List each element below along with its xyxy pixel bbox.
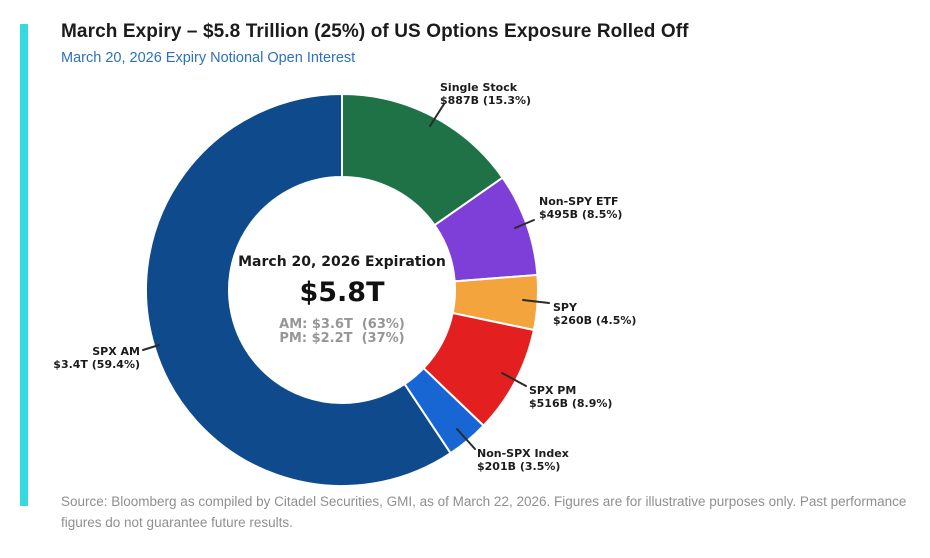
leader-lines — [142, 103, 550, 450]
donut-segment-spx-am — [145, 93, 452, 487]
leader-line-spx-am — [142, 344, 160, 351]
segment-label-name: SPX PM — [529, 384, 577, 397]
page-title: March Expiry – $5.8 Trillion (25%) of US… — [61, 21, 689, 42]
donut-center-label: March 20, 2026 Expiration $5.8T AM: $3.6… — [192, 254, 492, 347]
segment-label-spx-pm: SPX PM $516B (8.9%) — [529, 384, 612, 411]
leader-line-spy — [522, 299, 550, 304]
leader-line-spx-pm — [501, 372, 527, 387]
center-am-line: AM: $3.6T (63%) — [279, 317, 405, 332]
segment-label-spy: SPY $260B (4.5%) — [553, 301, 636, 328]
segment-label-value: $495B (8.5%) — [539, 208, 623, 222]
leader-line-non-spy-etf — [514, 219, 535, 229]
segment-label-non-spx-index: Non-SPX Index $201B (3.5%) — [477, 447, 569, 474]
segment-label-name: SPX AM — [92, 345, 140, 358]
segment-label-spx-am: SPX AM $3.4T (59.4%) — [18, 345, 140, 372]
segment-label-value: $516B (8.9%) — [529, 397, 613, 411]
segment-label-name: Single Stock — [440, 81, 518, 94]
page-subtitle: March 20, 2026 Expiry Notional Open Inte… — [61, 50, 356, 66]
segment-label-non-spy-etf: Non-SPY ETF $495B (8.5%) — [539, 195, 622, 222]
donut-segments — [145, 93, 539, 487]
segment-label-name: SPY — [553, 301, 577, 314]
segment-label-name: Non-SPY ETF — [539, 195, 619, 208]
segment-label-value: $887B (15.3%) — [440, 94, 532, 108]
segment-label-single-stock: Single Stock $887B (15.3%) — [440, 81, 531, 108]
center-pm-line: PM: $2.2T (37%) — [279, 331, 405, 347]
source-note: Source: Bloomberg as compiled by Citadel… — [61, 494, 907, 530]
segment-label-value: $3.4T (59.4%) — [53, 358, 140, 372]
accent-bar — [20, 24, 28, 506]
leader-line-non-spx-index — [456, 428, 476, 450]
segment-label-value: $260B (4.5%) — [553, 314, 637, 328]
center-heading: March 20, 2026 Expiration — [238, 254, 446, 270]
leader-line-single-stock — [429, 103, 445, 127]
segment-label-value: $201B (3.5%) — [477, 460, 561, 474]
segment-label-name: Non-SPX Index — [477, 447, 569, 460]
center-total: $5.8T — [299, 277, 385, 308]
